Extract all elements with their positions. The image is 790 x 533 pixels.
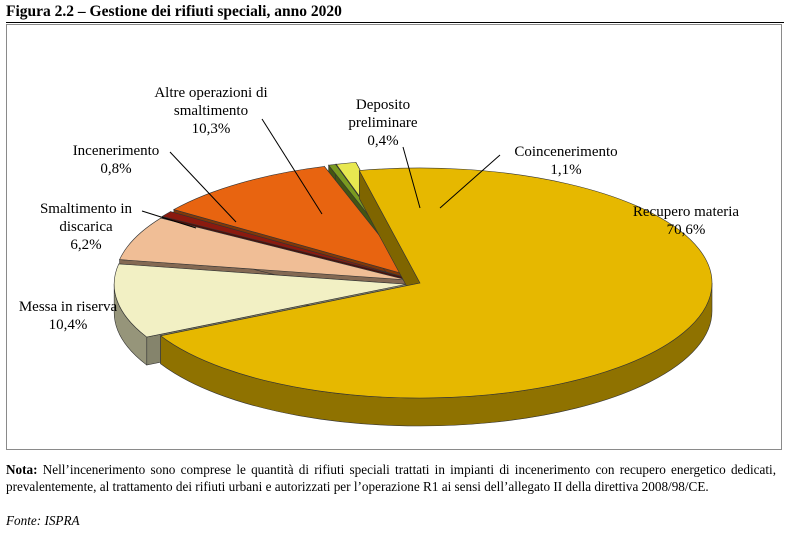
slice-percent-label: 0,4% (367, 133, 398, 149)
note-label: Nota: (6, 462, 38, 477)
slice-label-incenerimento: Incenerimento 0,8% (73, 143, 160, 177)
slice-percent-label: 1,1% (550, 162, 581, 178)
slice-percent-label: 6,2% (70, 237, 101, 253)
slice-label-deposito-preliminare: Deposito preliminare 0,4% (348, 97, 417, 149)
pie-slice-top (173, 166, 413, 277)
leader-line (402, 146, 421, 209)
pie-chart: Recupero materia 70,6% Messa in riserva 10,… (19, 85, 740, 427)
slice-name-label: smaltimento (174, 103, 248, 119)
pie-slice-recupero-materia (159, 167, 713, 427)
leader-line (141, 210, 197, 229)
title-rule (6, 22, 784, 23)
note-body: Nell’incenerimento sono comprese le quan… (6, 462, 776, 494)
slice-label-recupero-materia: Recupero materia 70,6% (633, 204, 740, 238)
pie-slice-top (113, 263, 407, 338)
pie-slice-top (119, 217, 408, 281)
slice-name-label: Smaltimento in (40, 201, 133, 217)
source-text: Fonte: ISPRA (6, 513, 80, 528)
pie-slice-top (159, 167, 713, 399)
leader-line (261, 118, 323, 215)
chart-frame (6, 24, 782, 450)
slice-name-label: Deposito (356, 97, 410, 113)
slice-percent-label: 10,4% (49, 317, 88, 333)
figure-title: Figura 2.2 – Gestione dei rifiuti specia… (6, 3, 342, 20)
leader-line (169, 151, 237, 223)
slice-percent-label: 0,8% (100, 161, 131, 177)
slice-percent-label: 70,6% (667, 222, 706, 238)
note-text: Nota: Nell’incenerimento sono comprese l… (6, 461, 776, 495)
slice-name-label: Messa in riserva (19, 299, 118, 315)
slice-name-label: Coincenerimento (514, 144, 617, 160)
slice-percent-label: 10,3% (192, 121, 231, 137)
pie-slice-top (161, 211, 409, 279)
slice-name-label: discarica (59, 219, 113, 235)
slice-name-label: Altre operazioni di (154, 85, 267, 101)
leader-line (439, 154, 501, 209)
slice-label-smaltimento-in-discarica: Smaltimento in discarica 6,2% (40, 201, 133, 253)
slice-label-messa-in-riserva: Messa in riserva 10,4% (19, 299, 118, 333)
slice-name-label: preliminare (348, 115, 417, 131)
slice-name-label: Recupero materia (633, 204, 740, 220)
slice-label-coincenerimento: Coincenerimento 1,1% (514, 144, 617, 178)
slice-label-altre-operazioni-di-smaltimento: Altre operazioni di smaltimento 10,3% (154, 85, 267, 137)
slice-name-label: Incenerimento (73, 143, 160, 159)
